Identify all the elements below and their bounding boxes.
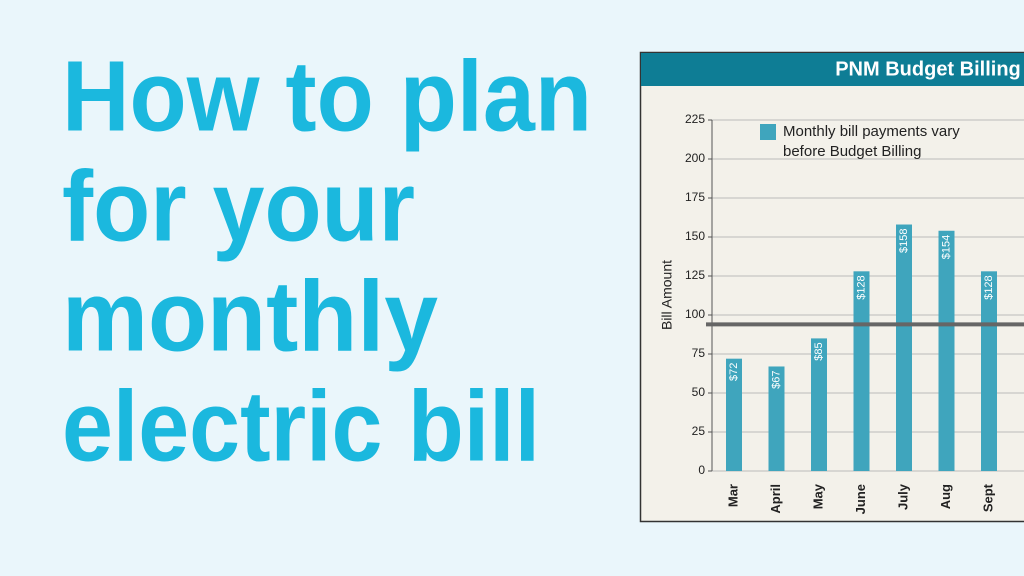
headline-line: How to plan	[62, 40, 592, 152]
legend-label: Monthly bill payments vary before Budget…	[783, 123, 960, 160]
x-tick-label: Aug	[938, 484, 953, 509]
y-tick-label: 75	[692, 346, 706, 360]
chart-header	[641, 53, 1024, 86]
headline-line: electric bill	[62, 370, 540, 482]
bar	[726, 358, 742, 471]
x-tick-label: April	[768, 484, 783, 514]
bar	[938, 230, 955, 471]
y-tick-label: 225	[685, 112, 705, 126]
y-tick-label: 100	[685, 307, 705, 321]
x-tick-label: Mar	[725, 484, 740, 507]
value-label: $154	[940, 235, 952, 259]
headline: How to plan for your monthly electric bi…	[62, 40, 592, 482]
chart-panel	[639, 51, 1024, 523]
value-label: $128	[983, 275, 995, 299]
plot: 0 25 50 75 100 125 150 175 200 225 Mar $72 April $67 M…	[685, 112, 1024, 514]
x-tick-label: June	[853, 484, 868, 514]
x-tick-label: Sept	[980, 483, 995, 512]
value-label: $72	[728, 363, 740, 381]
x-tick-label: July	[895, 483, 910, 510]
legend-swatch	[760, 124, 776, 140]
bar	[853, 271, 870, 471]
y-tick-label: 125	[685, 268, 705, 282]
value-label: $85	[813, 342, 825, 360]
y-tick-label: 200	[685, 151, 705, 165]
y-tick-label: 150	[685, 229, 705, 243]
x-tick-label: May	[810, 483, 825, 509]
y-axis-label: Bill Amount	[659, 260, 675, 330]
value-label: $128	[855, 275, 867, 299]
y-tick-label: 50	[692, 385, 706, 399]
bar	[981, 271, 997, 471]
value-label: $158	[898, 229, 910, 253]
headline-line: for your	[62, 150, 415, 262]
value-label: $67	[770, 370, 782, 388]
headline-line: monthly	[62, 260, 438, 372]
y-tick-label: 175	[685, 190, 705, 204]
bar	[896, 224, 912, 471]
chart-title: PNM Budget Billing	[835, 58, 1021, 80]
bar	[768, 366, 785, 471]
bar	[811, 338, 827, 471]
y-tick-label: 0	[698, 463, 705, 477]
y-tick-label: 25	[692, 424, 706, 438]
